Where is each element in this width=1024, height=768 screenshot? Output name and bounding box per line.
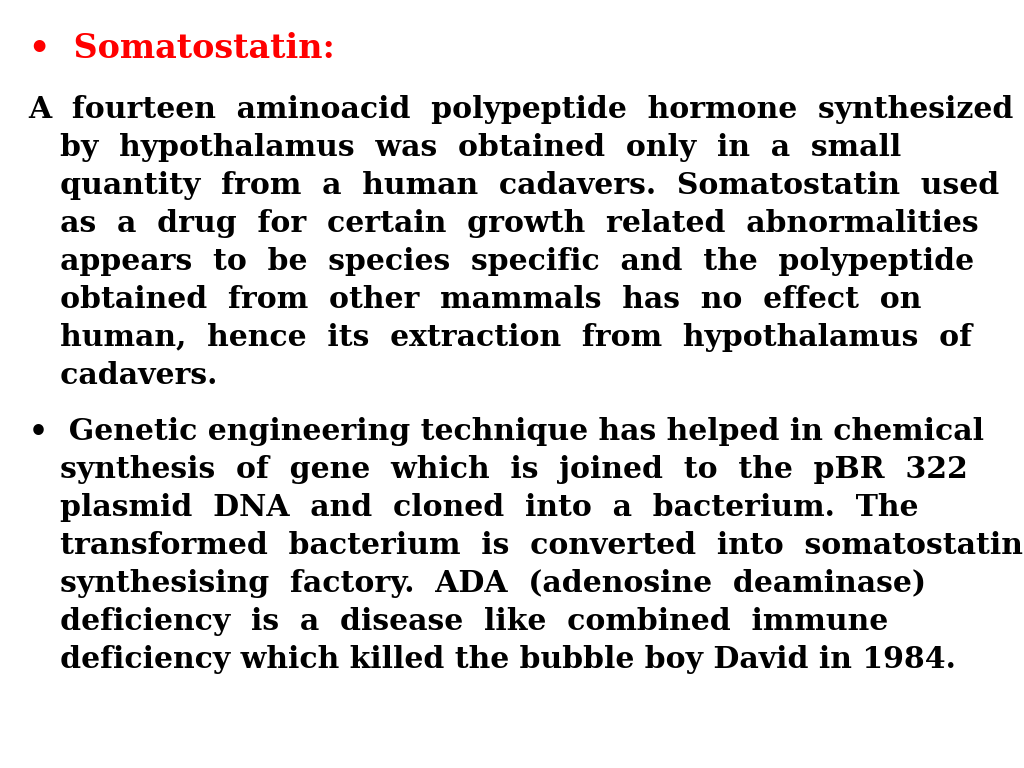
Text: •  Somatostatin:: • Somatostatin: xyxy=(29,32,335,65)
Text: •  Genetic engineering technique has helped in chemical: • Genetic engineering technique has help… xyxy=(29,417,984,446)
Text: human,  hence  its  extraction  from  hypothalamus  of: human, hence its extraction from hypotha… xyxy=(29,323,972,352)
Text: obtained  from  other  mammals  has  no  effect  on: obtained from other mammals has no effec… xyxy=(29,285,921,314)
Text: deficiency which killed the bubble boy David in 1984.: deficiency which killed the bubble boy D… xyxy=(29,645,955,674)
Text: deficiency  is  a  disease  like  combined  immune: deficiency is a disease like combined im… xyxy=(29,607,888,636)
Text: as  a  drug  for  certain  growth  related  abnormalities: as a drug for certain growth related abn… xyxy=(29,209,978,238)
Text: appears  to  be  species  specific  and  the  polypeptide: appears to be species specific and the p… xyxy=(29,247,974,276)
Text: synthesising  factory.  ADA  (adenosine  deaminase): synthesising factory. ADA (adenosine dea… xyxy=(29,569,926,598)
Text: synthesis  of  gene  which  is  joined  to  the  pBR  322: synthesis of gene which is joined to the… xyxy=(29,455,968,484)
Text: quantity  from  a  human  cadavers.  Somatostatin  used: quantity from a human cadavers. Somatost… xyxy=(29,171,999,200)
Text: A  fourteen  aminoacid  polypeptide  hormone  synthesized: A fourteen aminoacid polypeptide hormone… xyxy=(29,95,1014,124)
Text: plasmid  DNA  and  cloned  into  a  bacterium.  The: plasmid DNA and cloned into a bacterium.… xyxy=(29,493,919,522)
Text: by  hypothalamus  was  obtained  only  in  a  small: by hypothalamus was obtained only in a s… xyxy=(29,133,901,162)
Text: cadavers.: cadavers. xyxy=(29,361,217,390)
Text: transformed  bacterium  is  converted  into  somatostatin: transformed bacterium is converted into … xyxy=(29,531,1023,560)
